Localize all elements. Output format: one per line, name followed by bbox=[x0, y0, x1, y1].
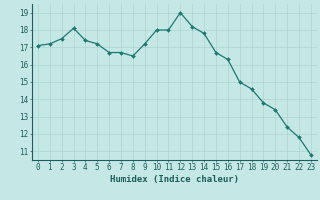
X-axis label: Humidex (Indice chaleur): Humidex (Indice chaleur) bbox=[110, 175, 239, 184]
